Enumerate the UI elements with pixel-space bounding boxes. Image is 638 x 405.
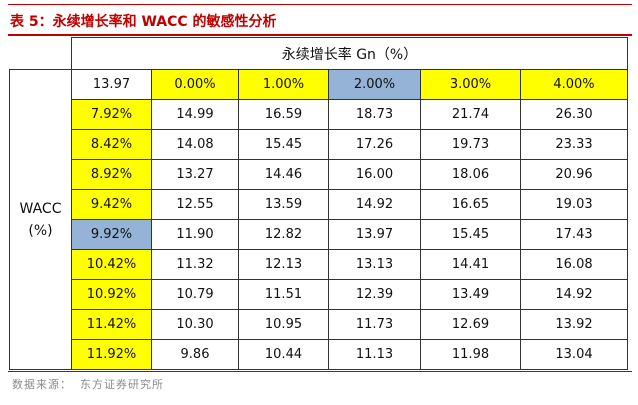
value-cell: 13.97 (328, 219, 421, 250)
value-cell: 9.86 (151, 339, 239, 370)
sensitivity-table: 永续增长率 Gn（%） WACC (%) 13.97 0.00% 1.00% 2… (9, 37, 628, 370)
value-cell: 11.73 (328, 309, 421, 340)
value-cell: 23.33 (520, 129, 628, 160)
table-row: 9.92% 11.90 12.82 13.97 15.45 17.43 (10, 219, 628, 250)
base-value-cell: 13.97 (71, 69, 152, 100)
table-row: 9.42% 12.55 13.59 14.92 16.65 19.03 (10, 189, 628, 220)
value-cell: 14.41 (420, 249, 521, 280)
value-cell: 26.30 (520, 99, 628, 130)
value-cell: 14.99 (151, 99, 239, 130)
table-title: 表 5：永续增长率和 WACC 的敏感性分析 (10, 14, 277, 30)
title-rule (8, 34, 632, 36)
wacc-header-label: WACC (19, 200, 62, 217)
wacc-header-unit: (%) (28, 222, 53, 239)
table-row: 11.42% 10.30 10.95 11.73 12.69 13.92 (10, 309, 628, 340)
value-cell: 16.65 (420, 189, 521, 220)
footer-rule (8, 371, 632, 372)
value-cell: 16.00 (328, 159, 421, 190)
source-name: 东方证券研究所 (80, 378, 164, 391)
value-cell: 11.90 (151, 219, 239, 250)
source-label: 数据来源： (12, 378, 72, 391)
value-cell: 18.73 (328, 99, 421, 130)
value-cell: 16.08 (520, 249, 628, 280)
value-cell: 12.39 (328, 279, 421, 310)
value-cell: 21.74 (420, 99, 521, 130)
wacc-cell: 8.42% (71, 129, 152, 160)
growth-rate-cell-base: 2.00% (328, 69, 421, 100)
value-cell: 13.13 (328, 249, 421, 280)
value-cell: 12.82 (238, 219, 329, 250)
table-row: 7.92% 14.99 16.59 18.73 21.74 26.30 (10, 99, 628, 130)
value-cell: 15.45 (420, 219, 521, 250)
wacc-cell: 8.92% (71, 159, 152, 190)
growth-rate-cell: 0.00% (151, 69, 239, 100)
value-cell: 13.92 (520, 309, 628, 340)
table-row: 11.92% 9.86 10.44 11.13 11.98 13.04 (10, 339, 628, 370)
value-cell: 17.43 (520, 219, 628, 250)
wacc-cell-base: 9.92% (71, 219, 152, 250)
value-cell: 10.95 (238, 309, 329, 340)
top-rule (8, 4, 632, 5)
value-cell: 18.06 (420, 159, 521, 190)
blank-corner-cell (9, 37, 72, 70)
value-cell: 13.49 (420, 279, 521, 310)
value-cell: 20.96 (520, 159, 628, 190)
value-cell: 10.79 (151, 279, 239, 310)
table-row: 8.42% 14.08 15.45 17.26 19.73 23.33 (10, 129, 628, 160)
value-cell: 11.32 (151, 249, 239, 280)
value-cell: 12.69 (420, 309, 521, 340)
wacc-header: WACC (%) (9, 69, 72, 370)
wacc-cell: 10.92% (71, 279, 152, 310)
value-cell: 17.26 (328, 129, 421, 160)
wacc-cell: 9.42% (71, 189, 152, 220)
value-cell: 13.04 (520, 339, 628, 370)
table-row: 10.42% 11.32 12.13 13.13 14.41 16.08 (10, 249, 628, 280)
growth-rate-row: WACC (%) 13.97 0.00% 1.00% 2.00% 3.00% 4… (9, 69, 628, 370)
value-cell: 11.51 (238, 279, 329, 310)
wacc-cell: 10.42% (71, 249, 152, 280)
value-cell: 10.44 (238, 339, 329, 370)
value-cell: 12.13 (238, 249, 329, 280)
growth-rate-cell: 4.00% (520, 69, 628, 100)
growth-rate-cell: 1.00% (238, 69, 329, 100)
value-cell: 19.73 (420, 129, 521, 160)
value-cell: 14.92 (328, 189, 421, 220)
wacc-cell: 7.92% (71, 99, 152, 130)
value-cell: 13.59 (238, 189, 329, 220)
value-cell: 14.08 (151, 129, 239, 160)
value-cell: 14.92 (520, 279, 628, 310)
value-cell: 10.30 (151, 309, 239, 340)
wacc-cell: 11.92% (71, 339, 152, 370)
source-note: 数据来源： 东方证券研究所 (12, 376, 164, 392)
value-cell: 11.98 (420, 339, 521, 370)
table-row: 10.92% 10.79 11.51 12.39 13.49 14.92 (10, 279, 628, 310)
value-cell: 15.45 (238, 129, 329, 160)
value-cell: 12.55 (151, 189, 239, 220)
value-cell: 14.46 (238, 159, 329, 190)
value-cell: 19.03 (520, 189, 628, 220)
growth-rate-cell: 3.00% (420, 69, 521, 100)
value-cell: 13.27 (151, 159, 239, 190)
table-row: 8.92% 13.27 14.46 16.00 18.06 20.96 (10, 159, 628, 190)
wacc-cell: 11.42% (71, 309, 152, 340)
value-cell: 11.13 (328, 339, 421, 370)
growth-rate-header: 永续增长率 Gn（%） (71, 37, 628, 70)
column-header-row: 永续增长率 Gn（%） (9, 37, 628, 70)
value-cell: 16.59 (238, 99, 329, 130)
